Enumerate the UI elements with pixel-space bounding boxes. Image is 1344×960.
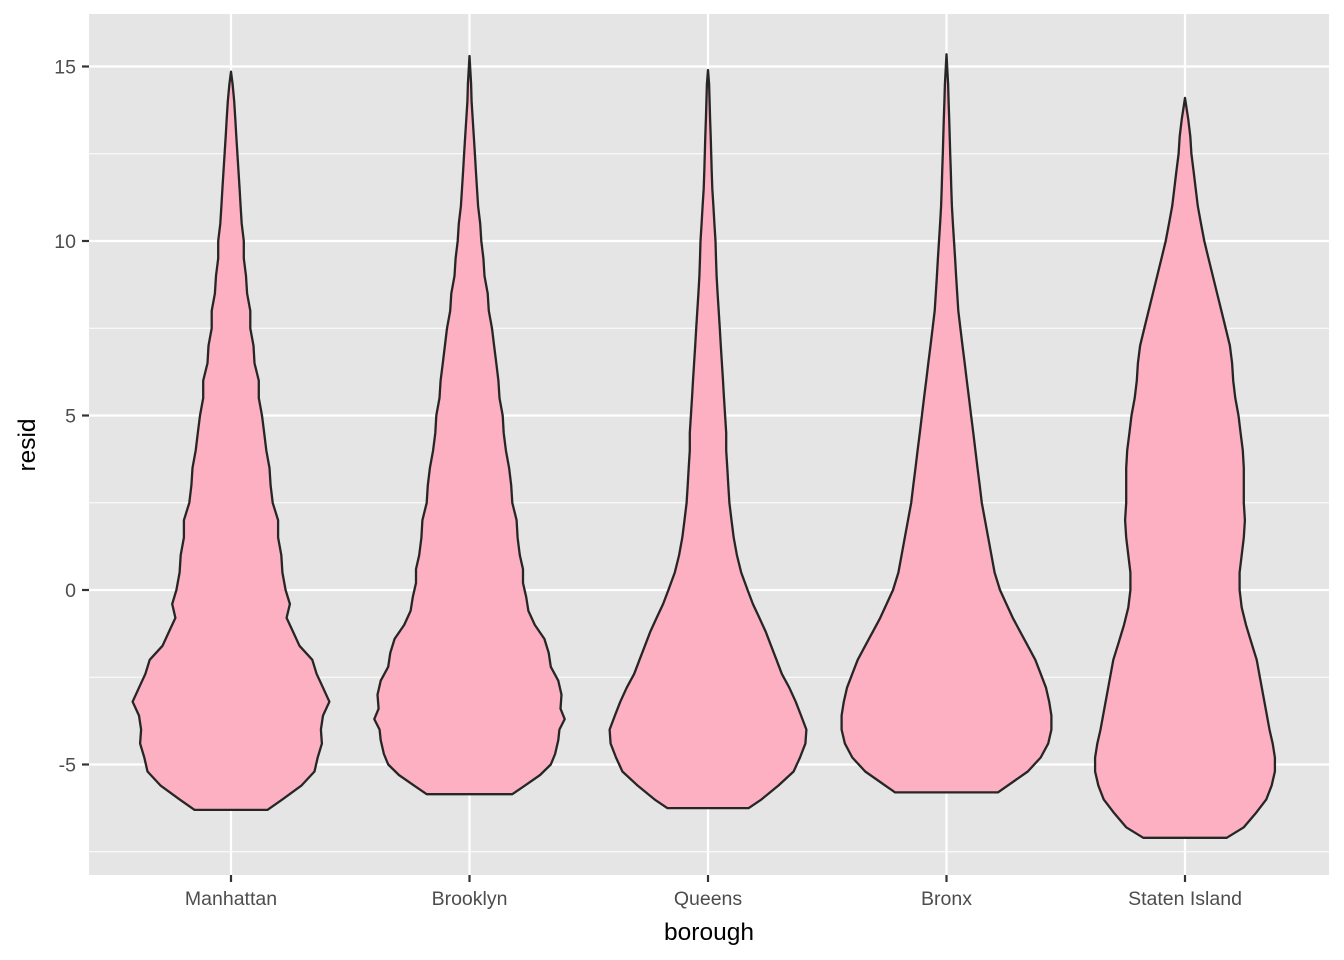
x-tick-label: Bronx bbox=[921, 888, 972, 910]
y-tick-label: 5 bbox=[65, 406, 76, 428]
y-tick-label: 10 bbox=[54, 231, 76, 253]
violin-manhattan bbox=[131, 70, 331, 812]
x-tick-label: Manhattan bbox=[185, 888, 277, 910]
x-tick-label: Staten Island bbox=[1128, 888, 1242, 910]
y-axis: -5 0 5 10 15 bbox=[54, 57, 89, 777]
x-axis-title: borough bbox=[664, 919, 754, 946]
violin-queens bbox=[608, 68, 808, 810]
violin-brooklyn bbox=[373, 54, 566, 796]
y-tick-label: -5 bbox=[59, 755, 76, 777]
x-axis: Manhattan Brooklyn Queens Bronx Staten Islan… bbox=[185, 875, 1242, 910]
y-axis-title: resid bbox=[14, 418, 41, 471]
x-tick-label: Queens bbox=[674, 888, 743, 910]
violin-staten-island bbox=[1093, 96, 1277, 839]
violin-bronx bbox=[840, 53, 1053, 794]
violins-layer bbox=[131, 53, 1277, 839]
y-tick-label: 15 bbox=[54, 57, 76, 79]
x-tick-label: Brooklyn bbox=[432, 888, 508, 910]
y-tick-label: 0 bbox=[65, 580, 76, 602]
